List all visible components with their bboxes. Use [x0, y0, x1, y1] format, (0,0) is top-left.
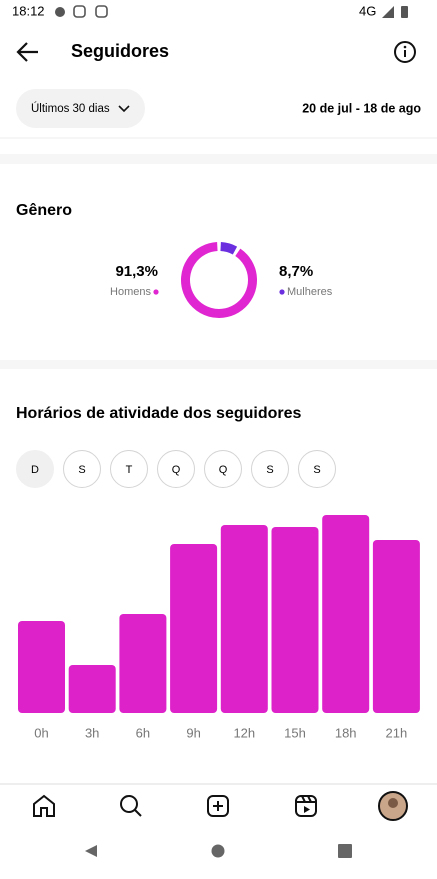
home-tab[interactable] — [33, 794, 55, 817]
activity-title: Horários de atividade dos seguidores — [16, 405, 302, 422]
period-dropdown[interactable] — [16, 89, 145, 128]
donut-segment — [220, 242, 238, 255]
section-gap — [0, 360, 437, 369]
day-tab[interactable] — [204, 450, 242, 488]
value-label: 8,7% — [279, 263, 313, 280]
x-tick-label: 0h — [34, 725, 48, 740]
info-button[interactable] — [394, 41, 416, 63]
legend-label: Homens — [110, 286, 151, 298]
status-time: 18:12 — [12, 3, 45, 18]
x-tick-label: 12h — [233, 725, 255, 740]
day-tab-label: S — [78, 464, 85, 476]
day-tab[interactable] — [63, 450, 101, 488]
date-range: 20 de jul - 18 de ago — [302, 101, 421, 115]
x-tick-label: 18h — [335, 725, 357, 740]
x-tick-label: 9h — [186, 725, 200, 740]
bar — [170, 544, 218, 713]
legend-label: Mulheres — [287, 286, 333, 298]
legend-dot — [153, 289, 159, 295]
day-tab-label: S — [266, 464, 273, 476]
bottom-nav — [33, 791, 408, 821]
bar — [220, 525, 268, 713]
period-label: Últimos 30 dias — [31, 102, 110, 115]
day-tab-label: Q — [172, 464, 181, 476]
bar — [271, 527, 319, 713]
back-button[interactable] — [16, 42, 38, 62]
create-tab[interactable] — [207, 795, 229, 817]
x-tick-label: 15h — [284, 725, 306, 740]
x-tick-label: 6h — [136, 725, 150, 740]
status-network: 4G — [359, 3, 376, 18]
bar — [372, 540, 420, 713]
x-tick-label: 21h — [386, 725, 408, 740]
gender-title: Gênero — [16, 202, 72, 219]
day-tab[interactable] — [110, 450, 148, 488]
profile-tab[interactable] — [378, 791, 408, 821]
bar — [322, 515, 370, 713]
day-tab-label: T — [126, 464, 133, 476]
legend-dot — [279, 289, 285, 295]
bar — [68, 665, 116, 713]
day-tab[interactable] — [298, 450, 336, 488]
system-back[interactable] — [85, 845, 97, 857]
donut-segment — [181, 242, 257, 318]
bar — [18, 621, 65, 713]
day-tab-label: Q — [219, 464, 228, 476]
page-title: Seguidores — [71, 41, 169, 61]
value-label: 91,3% — [115, 263, 158, 280]
day-tab[interactable] — [251, 450, 289, 488]
day-tab-label: S — [313, 464, 320, 476]
system-home[interactable] — [211, 844, 225, 858]
system-nav — [85, 844, 352, 858]
day-tab[interactable] — [16, 450, 54, 488]
dropdown-chevron — [118, 105, 130, 113]
status-icons — [55, 5, 408, 18]
day-tab-label: D — [31, 464, 39, 476]
section-gap — [0, 154, 437, 164]
system-recents[interactable] — [338, 844, 352, 858]
search-tab[interactable] — [120, 795, 142, 817]
x-tick-label: 3h — [85, 725, 99, 740]
reels-tab[interactable] — [295, 795, 317, 817]
day-tab[interactable] — [157, 450, 195, 488]
bar — [119, 614, 167, 713]
